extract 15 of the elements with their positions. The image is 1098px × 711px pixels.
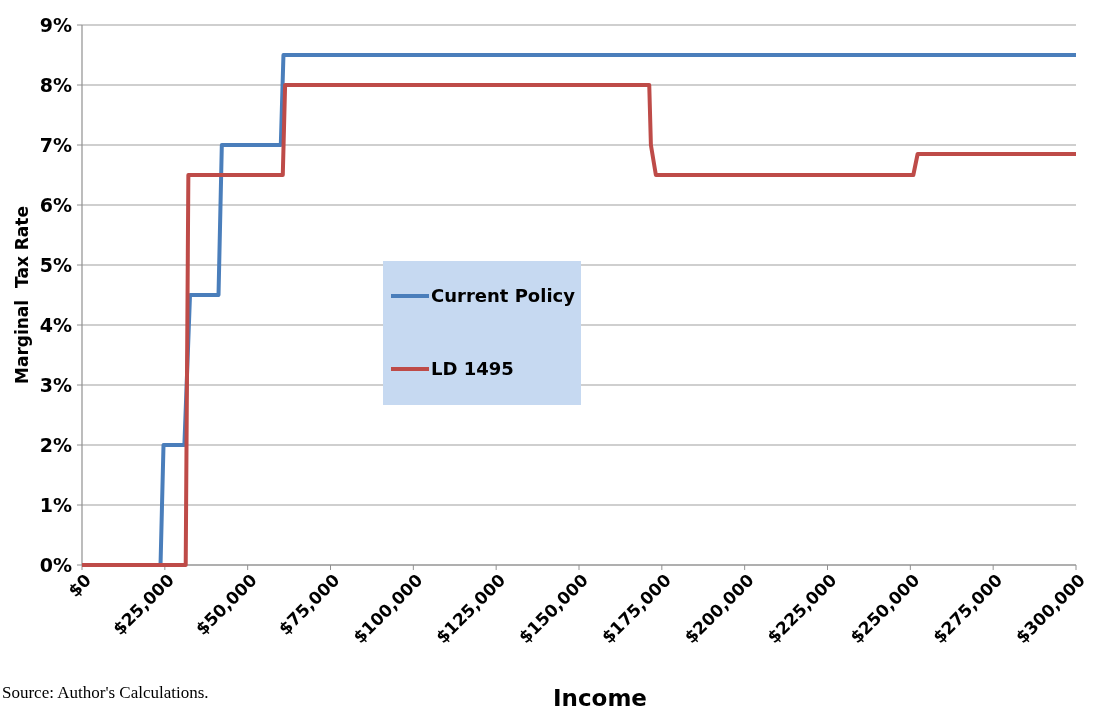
y-tick-label: 3% [39,373,72,396]
legend-label: LD 1495 [431,358,514,380]
y-tick-label: 0% [39,553,72,576]
y-tick-label: 5% [39,253,72,276]
y-tick-label: 4% [39,313,72,336]
y-tick-label: 1% [39,493,72,516]
y-axis-title: Marginal Tax Rate [12,206,32,384]
y-tick-label: 8% [39,73,72,96]
legend-label: Current Policy [431,285,576,307]
y-tick-label: 7% [39,133,72,156]
source-note: Source: Author's Calculations. [2,683,209,702]
x-axis-title: Income [553,685,647,711]
y-tick-label: 9% [39,13,72,36]
y-tick-label: 2% [39,433,72,456]
y-tick-label: 6% [39,193,72,216]
